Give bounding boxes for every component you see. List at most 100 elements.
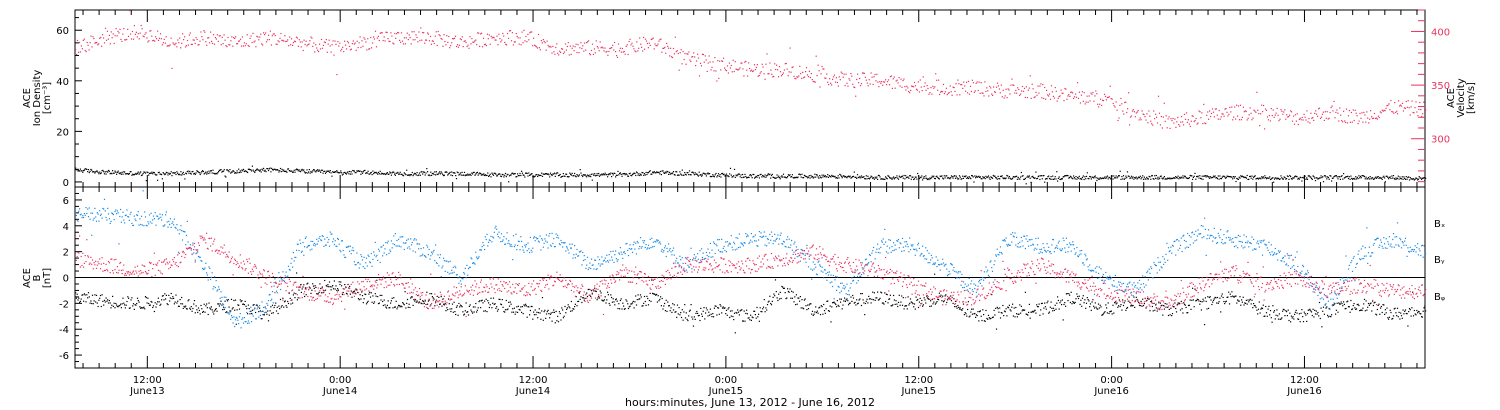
bx-series-point — [1048, 312, 1050, 314]
bx-series-point — [885, 300, 887, 303]
ion-density-series-point — [617, 170, 619, 172]
bx-series-point — [1363, 303, 1365, 305]
ion-density-series-point — [921, 175, 923, 177]
ion-density-series-point — [1384, 177, 1386, 179]
bx-series-point — [228, 306, 230, 308]
velocity-series-point — [993, 86, 995, 88]
bx-series-point — [445, 310, 447, 312]
ion-density-series-point — [1327, 177, 1329, 179]
velocity-series-point — [231, 36, 233, 38]
bx-series-point — [1114, 302, 1116, 304]
bx-series-point — [821, 306, 823, 308]
bx-series-point — [864, 302, 867, 305]
ion-density-series-point — [1227, 175, 1229, 178]
velocity-series-point — [1184, 118, 1187, 120]
bx-series-point — [952, 302, 954, 304]
bx-series-point — [327, 284, 329, 286]
velocity-series-point — [758, 74, 760, 77]
velocity-series-point — [1414, 107, 1416, 109]
bx-series-point — [583, 299, 585, 301]
velocity-series-point — [500, 41, 502, 43]
bx-series-point — [246, 308, 248, 310]
ion-density-series-point — [810, 174, 812, 177]
bx-series-point — [1303, 311, 1305, 313]
bx-series-point — [939, 295, 941, 298]
velocity-series-point — [715, 70, 717, 72]
velocity-series-point — [712, 61, 714, 63]
ion-density-series-point — [242, 170, 244, 172]
bx-series-point — [545, 317, 547, 319]
bx-series-point — [442, 298, 444, 300]
velocity-series-point — [600, 47, 602, 49]
ion-density-series-point — [690, 174, 692, 176]
ion-density-series-point — [490, 176, 492, 178]
ion-density-series-point — [522, 174, 524, 176]
velocity-series-point — [759, 72, 761, 74]
velocity-series-point — [549, 45, 551, 47]
ion-density-series-point — [867, 175, 869, 177]
bx-series-point — [678, 307, 680, 309]
bx-series-point — [803, 308, 805, 310]
ion-density-series-point — [1363, 175, 1365, 177]
ion-density-series-point — [1232, 176, 1235, 178]
velocity-series-point — [1140, 119, 1142, 121]
bx-series-point — [1249, 299, 1251, 301]
velocity-series-point — [846, 82, 848, 84]
bx-series-point — [1363, 298, 1366, 300]
bx-series-point — [570, 300, 572, 303]
bx-series-point — [995, 328, 998, 330]
velocity-series-point — [337, 41, 339, 43]
velocity-series-point — [276, 43, 278, 45]
ion-density-series-point — [386, 172, 388, 174]
velocity-series-point — [674, 36, 676, 38]
bx-series-point — [1155, 304, 1157, 306]
bx-series-point — [531, 305, 533, 308]
velocity-series-point — [154, 40, 156, 42]
ion-density-series-point — [1097, 178, 1100, 180]
ion-density-series-point — [99, 173, 102, 175]
by-series-point — [103, 208, 105, 210]
ion-density-series-point — [146, 171, 148, 173]
velocity-series-point — [785, 62, 787, 65]
velocity-series-point — [1379, 111, 1381, 113]
bx-series-point — [1059, 302, 1061, 304]
ion-density-series-point — [1129, 177, 1131, 179]
ion-density-series-point — [979, 176, 981, 178]
velocity-series-point — [1248, 114, 1250, 116]
bx-series-point — [1165, 306, 1167, 308]
ion-density-series-point — [534, 175, 536, 177]
velocity-series-point — [574, 46, 576, 48]
bx-series-point — [796, 303, 798, 305]
velocity-series-point — [727, 72, 729, 74]
bx-series-point — [1408, 311, 1410, 313]
velocity-series-point — [138, 38, 140, 40]
bx-series-point — [870, 302, 872, 304]
ion-density-series-point — [925, 175, 927, 177]
bx-series-point — [1210, 299, 1212, 301]
bx-series-point — [648, 299, 650, 302]
velocity-series-point — [186, 39, 189, 42]
velocity-series-point — [1061, 92, 1063, 94]
bx-series-point — [409, 306, 411, 309]
bx-series-point — [1093, 305, 1095, 307]
bx-series-point — [614, 304, 616, 306]
velocity-series-point — [684, 53, 686, 55]
bx-series-point — [901, 304, 904, 306]
bx-series-point — [863, 302, 865, 304]
velocity-series-point — [1029, 75, 1031, 77]
ion-density-series-point — [467, 174, 470, 176]
bx-series-point — [851, 300, 853, 302]
bx-series-point — [836, 300, 838, 302]
ion-density-series-point — [1186, 177, 1188, 179]
velocity-series-point — [872, 83, 874, 86]
ion-density-series-point — [210, 170, 212, 172]
bx-series-point — [1159, 302, 1161, 304]
bx-series-point — [746, 309, 748, 311]
velocity-series-point — [461, 36, 463, 38]
velocity-series-point — [690, 60, 692, 63]
ion-density-series-point — [834, 175, 836, 177]
bx-series-point — [1102, 314, 1104, 316]
ion-density-series-point — [1040, 175, 1043, 177]
ion-density-series-point — [177, 174, 180, 176]
